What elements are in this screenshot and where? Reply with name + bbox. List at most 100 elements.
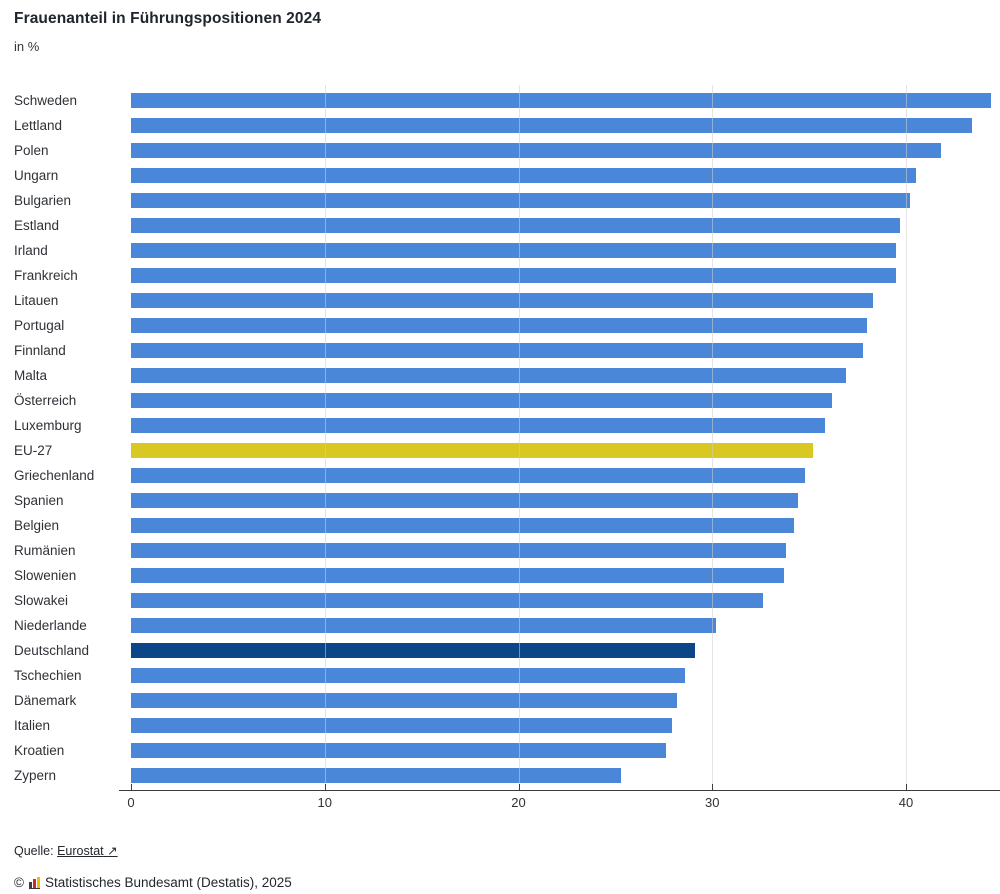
bar-track bbox=[131, 238, 1000, 263]
bar-zypern bbox=[131, 768, 622, 783]
chart-row: Ungarn bbox=[0, 163, 1000, 188]
bar-chart: Schweden Lettland Polen Ungarn Bulgarien Estl… bbox=[0, 88, 1000, 788]
bar-kroatien bbox=[131, 743, 666, 758]
bar-track bbox=[131, 413, 1000, 438]
chart-row: Tschechien bbox=[0, 663, 1000, 688]
bar-niederlande bbox=[131, 618, 717, 633]
chart-row: Rumänien bbox=[0, 538, 1000, 563]
category-label: Österreich bbox=[14, 393, 77, 408]
category-label: Niederlande bbox=[14, 618, 87, 633]
category-label: Griechenland bbox=[14, 468, 95, 483]
bar-luxemburg bbox=[131, 418, 825, 433]
bar-track bbox=[131, 263, 1000, 288]
category-label: Kroatien bbox=[14, 743, 65, 758]
bar-tschechien bbox=[131, 668, 686, 683]
bar-bulgarien bbox=[131, 193, 910, 208]
bar-track bbox=[131, 688, 1000, 713]
bar-italien bbox=[131, 718, 672, 733]
tick-mark-20 bbox=[518, 784, 520, 790]
bar-track bbox=[131, 538, 1000, 563]
bar-griechenland bbox=[131, 468, 806, 483]
chart-row: Spanien bbox=[0, 488, 1000, 513]
bar-track bbox=[131, 438, 1000, 463]
chart-row: Kroatien bbox=[0, 738, 1000, 763]
bar-finnland bbox=[131, 343, 864, 358]
copyright-symbol: © bbox=[14, 875, 24, 890]
chart-row: Frankreich bbox=[0, 263, 1000, 288]
chart-row: Dänemark bbox=[0, 688, 1000, 713]
bar-polen bbox=[131, 143, 941, 158]
bar-track bbox=[131, 663, 1000, 688]
category-label: Litauen bbox=[14, 293, 59, 308]
bar-track bbox=[131, 588, 1000, 613]
category-label: Frankreich bbox=[14, 268, 78, 283]
bar-track bbox=[131, 313, 1000, 338]
chart-row: Polen bbox=[0, 138, 1000, 163]
chart-row: EU-27 bbox=[0, 438, 1000, 463]
source-label: Quelle: bbox=[14, 844, 54, 858]
bar-d-nemark bbox=[131, 693, 678, 708]
chart-row: Lettland bbox=[0, 113, 1000, 138]
bar-track bbox=[131, 563, 1000, 588]
tick-mark-10 bbox=[324, 784, 326, 790]
bar-track bbox=[131, 213, 1000, 238]
chart-row: Litauen bbox=[0, 288, 1000, 313]
chart-row: Griechenland bbox=[0, 463, 1000, 488]
category-label: Dänemark bbox=[14, 693, 77, 708]
bar-irland bbox=[131, 243, 897, 258]
bar-track bbox=[131, 513, 1000, 538]
chart-row: Malta bbox=[0, 363, 1000, 388]
bar-track bbox=[131, 763, 1000, 788]
tick-label-40: 40 bbox=[898, 795, 914, 810]
destatis-logo-icon bbox=[28, 876, 40, 889]
chart-rows: Schweden Lettland Polen Ungarn Bulgarien Estl… bbox=[0, 88, 1000, 788]
bar-deutschland bbox=[131, 643, 695, 658]
bar-lettland bbox=[131, 118, 972, 133]
bar-estland bbox=[131, 218, 901, 233]
chart-row: Österreich bbox=[0, 388, 1000, 413]
bar-rum-nien bbox=[131, 543, 786, 558]
bar-track bbox=[131, 163, 1000, 188]
tick-label-10: 10 bbox=[317, 795, 332, 810]
category-label: EU-27 bbox=[14, 443, 53, 458]
category-label: Ungarn bbox=[14, 168, 59, 183]
tick-mark-40 bbox=[906, 784, 908, 790]
chart-row: Slowenien bbox=[0, 563, 1000, 588]
category-label: Portugal bbox=[14, 318, 65, 333]
category-label: Slowakei bbox=[14, 593, 69, 608]
bar-malta bbox=[131, 368, 846, 383]
chart-row: Finnland bbox=[0, 338, 1000, 363]
category-label: Spanien bbox=[14, 493, 64, 508]
chart-row: Bulgarien bbox=[0, 188, 1000, 213]
category-label: Lettland bbox=[14, 118, 63, 133]
category-label: Irland bbox=[14, 243, 48, 258]
chart-row: Slowakei bbox=[0, 588, 1000, 613]
category-label: Slowenien bbox=[14, 568, 77, 583]
copyright-text: Statistisches Bundesamt (Destatis), 2025 bbox=[44, 875, 292, 890]
bar-track bbox=[131, 188, 1000, 213]
tick-label-20: 20 bbox=[511, 795, 526, 810]
bar-track bbox=[131, 338, 1000, 363]
bar-spanien bbox=[131, 493, 798, 508]
source-line: Quelle: Eurostat ↗ bbox=[14, 843, 118, 858]
x-axis-line bbox=[119, 790, 1000, 791]
chart-row: Zypern bbox=[0, 763, 1000, 788]
tick-label-30: 30 bbox=[705, 795, 720, 810]
chart-row: Estland bbox=[0, 213, 1000, 238]
bar-track bbox=[131, 113, 1000, 138]
source-link-eurostat[interactable]: Eurostat ↗ bbox=[57, 844, 118, 858]
bar-track bbox=[131, 713, 1000, 738]
category-label: Schweden bbox=[14, 93, 78, 108]
tick-label-0: 0 bbox=[127, 795, 135, 810]
category-label: Deutschland bbox=[14, 643, 90, 658]
category-label: Luxemburg bbox=[14, 418, 82, 433]
category-label: Estland bbox=[14, 218, 60, 233]
tick-mark-0 bbox=[131, 784, 132, 790]
category-label: Malta bbox=[14, 368, 48, 383]
bar-track bbox=[131, 638, 1000, 663]
bar-ungarn bbox=[131, 168, 916, 183]
category-label: Polen bbox=[14, 143, 49, 158]
chart-row: Schweden bbox=[0, 88, 1000, 113]
bar-track bbox=[131, 488, 1000, 513]
category-label: Zypern bbox=[14, 768, 57, 783]
